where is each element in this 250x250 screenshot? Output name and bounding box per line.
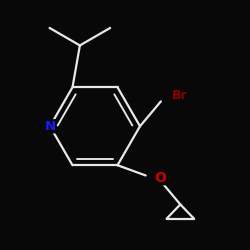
Text: Br: Br xyxy=(172,89,188,102)
Text: O: O xyxy=(154,170,166,184)
Text: N: N xyxy=(44,120,56,133)
